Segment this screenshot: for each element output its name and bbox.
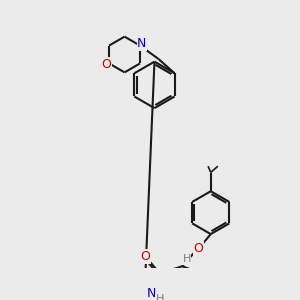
Text: H: H [182, 254, 191, 264]
Text: H: H [156, 294, 164, 300]
Text: O: O [101, 58, 111, 71]
Text: O: O [141, 250, 151, 263]
Text: N: N [147, 287, 157, 300]
Text: O: O [193, 242, 203, 255]
Text: N: N [137, 37, 146, 50]
